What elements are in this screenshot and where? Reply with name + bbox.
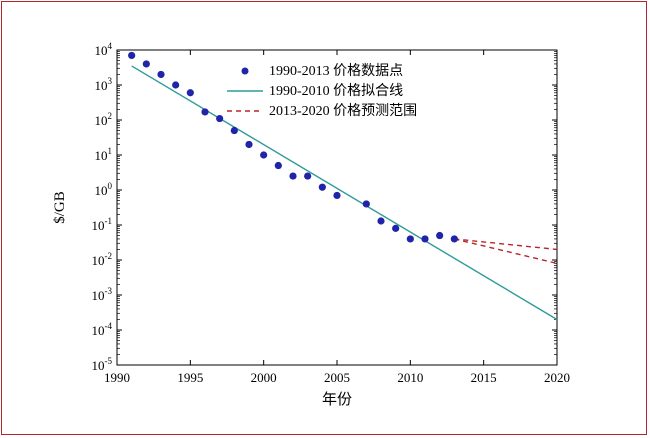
legend-label-fit: 1990-2010 价格拟合线: [269, 83, 403, 99]
x-tick-label: 1995: [177, 370, 203, 385]
fit-line: [131, 65, 558, 321]
data-point: [230, 126, 238, 135]
data-point: [289, 172, 297, 180]
y-tick-label: 102: [95, 111, 113, 128]
data-point: [216, 114, 224, 123]
data-point: [450, 235, 458, 243]
data-point: [128, 51, 136, 60]
data-point: [142, 60, 150, 68]
x-axis-title: 年份: [322, 391, 352, 408]
legend: 1990-2013 价格数据点 1990-2010 价格拟合线 2013-202…: [227, 63, 417, 119]
data-point: [304, 172, 312, 180]
x-tick-label: 2020: [544, 370, 570, 385]
data-point: [333, 191, 341, 200]
forecast-lower-line: [454, 238, 558, 265]
y-tick-label: 103: [95, 76, 113, 93]
y-tick-label: 10-4: [92, 321, 113, 338]
y-tick-label: 10-5: [92, 356, 113, 373]
x-tick-label: 2000: [251, 370, 277, 385]
data-point: [245, 140, 253, 149]
data-point: [318, 183, 326, 191]
legend-marker-points: [241, 67, 249, 75]
data-point: [186, 89, 194, 97]
y-tick-label: 100: [95, 181, 113, 198]
x-tick-label: 2010: [397, 370, 423, 385]
y-tick-label: 101: [95, 146, 113, 163]
data-point: [274, 161, 282, 170]
legend-label-points: 1990-2013 价格数据点: [269, 63, 403, 79]
y-tick-label: 10-1: [92, 216, 113, 233]
data-point: [406, 235, 414, 243]
data-point: [172, 81, 180, 89]
x-tick-label: 1990: [104, 370, 130, 385]
data-point: [201, 108, 209, 116]
y-tick-label: 104: [95, 41, 113, 58]
y-axis-title: $/GB: [52, 191, 68, 224]
legend-label-forecast: 2013-2020 价格预测范围: [269, 102, 417, 119]
x-tick-label: 2005: [324, 370, 350, 385]
data-point: [392, 224, 400, 232]
data-point: [362, 200, 370, 208]
data-point: [157, 70, 165, 79]
data-point: [377, 217, 385, 225]
data-point: [436, 231, 444, 240]
y-tick-label: 10-3: [92, 286, 113, 303]
data-point: [260, 151, 268, 159]
forecast-upper-line: [454, 238, 558, 251]
x-tick-label: 2015: [471, 370, 497, 385]
data-point: [421, 235, 429, 243]
y-tick-label: 10-2: [92, 251, 113, 268]
